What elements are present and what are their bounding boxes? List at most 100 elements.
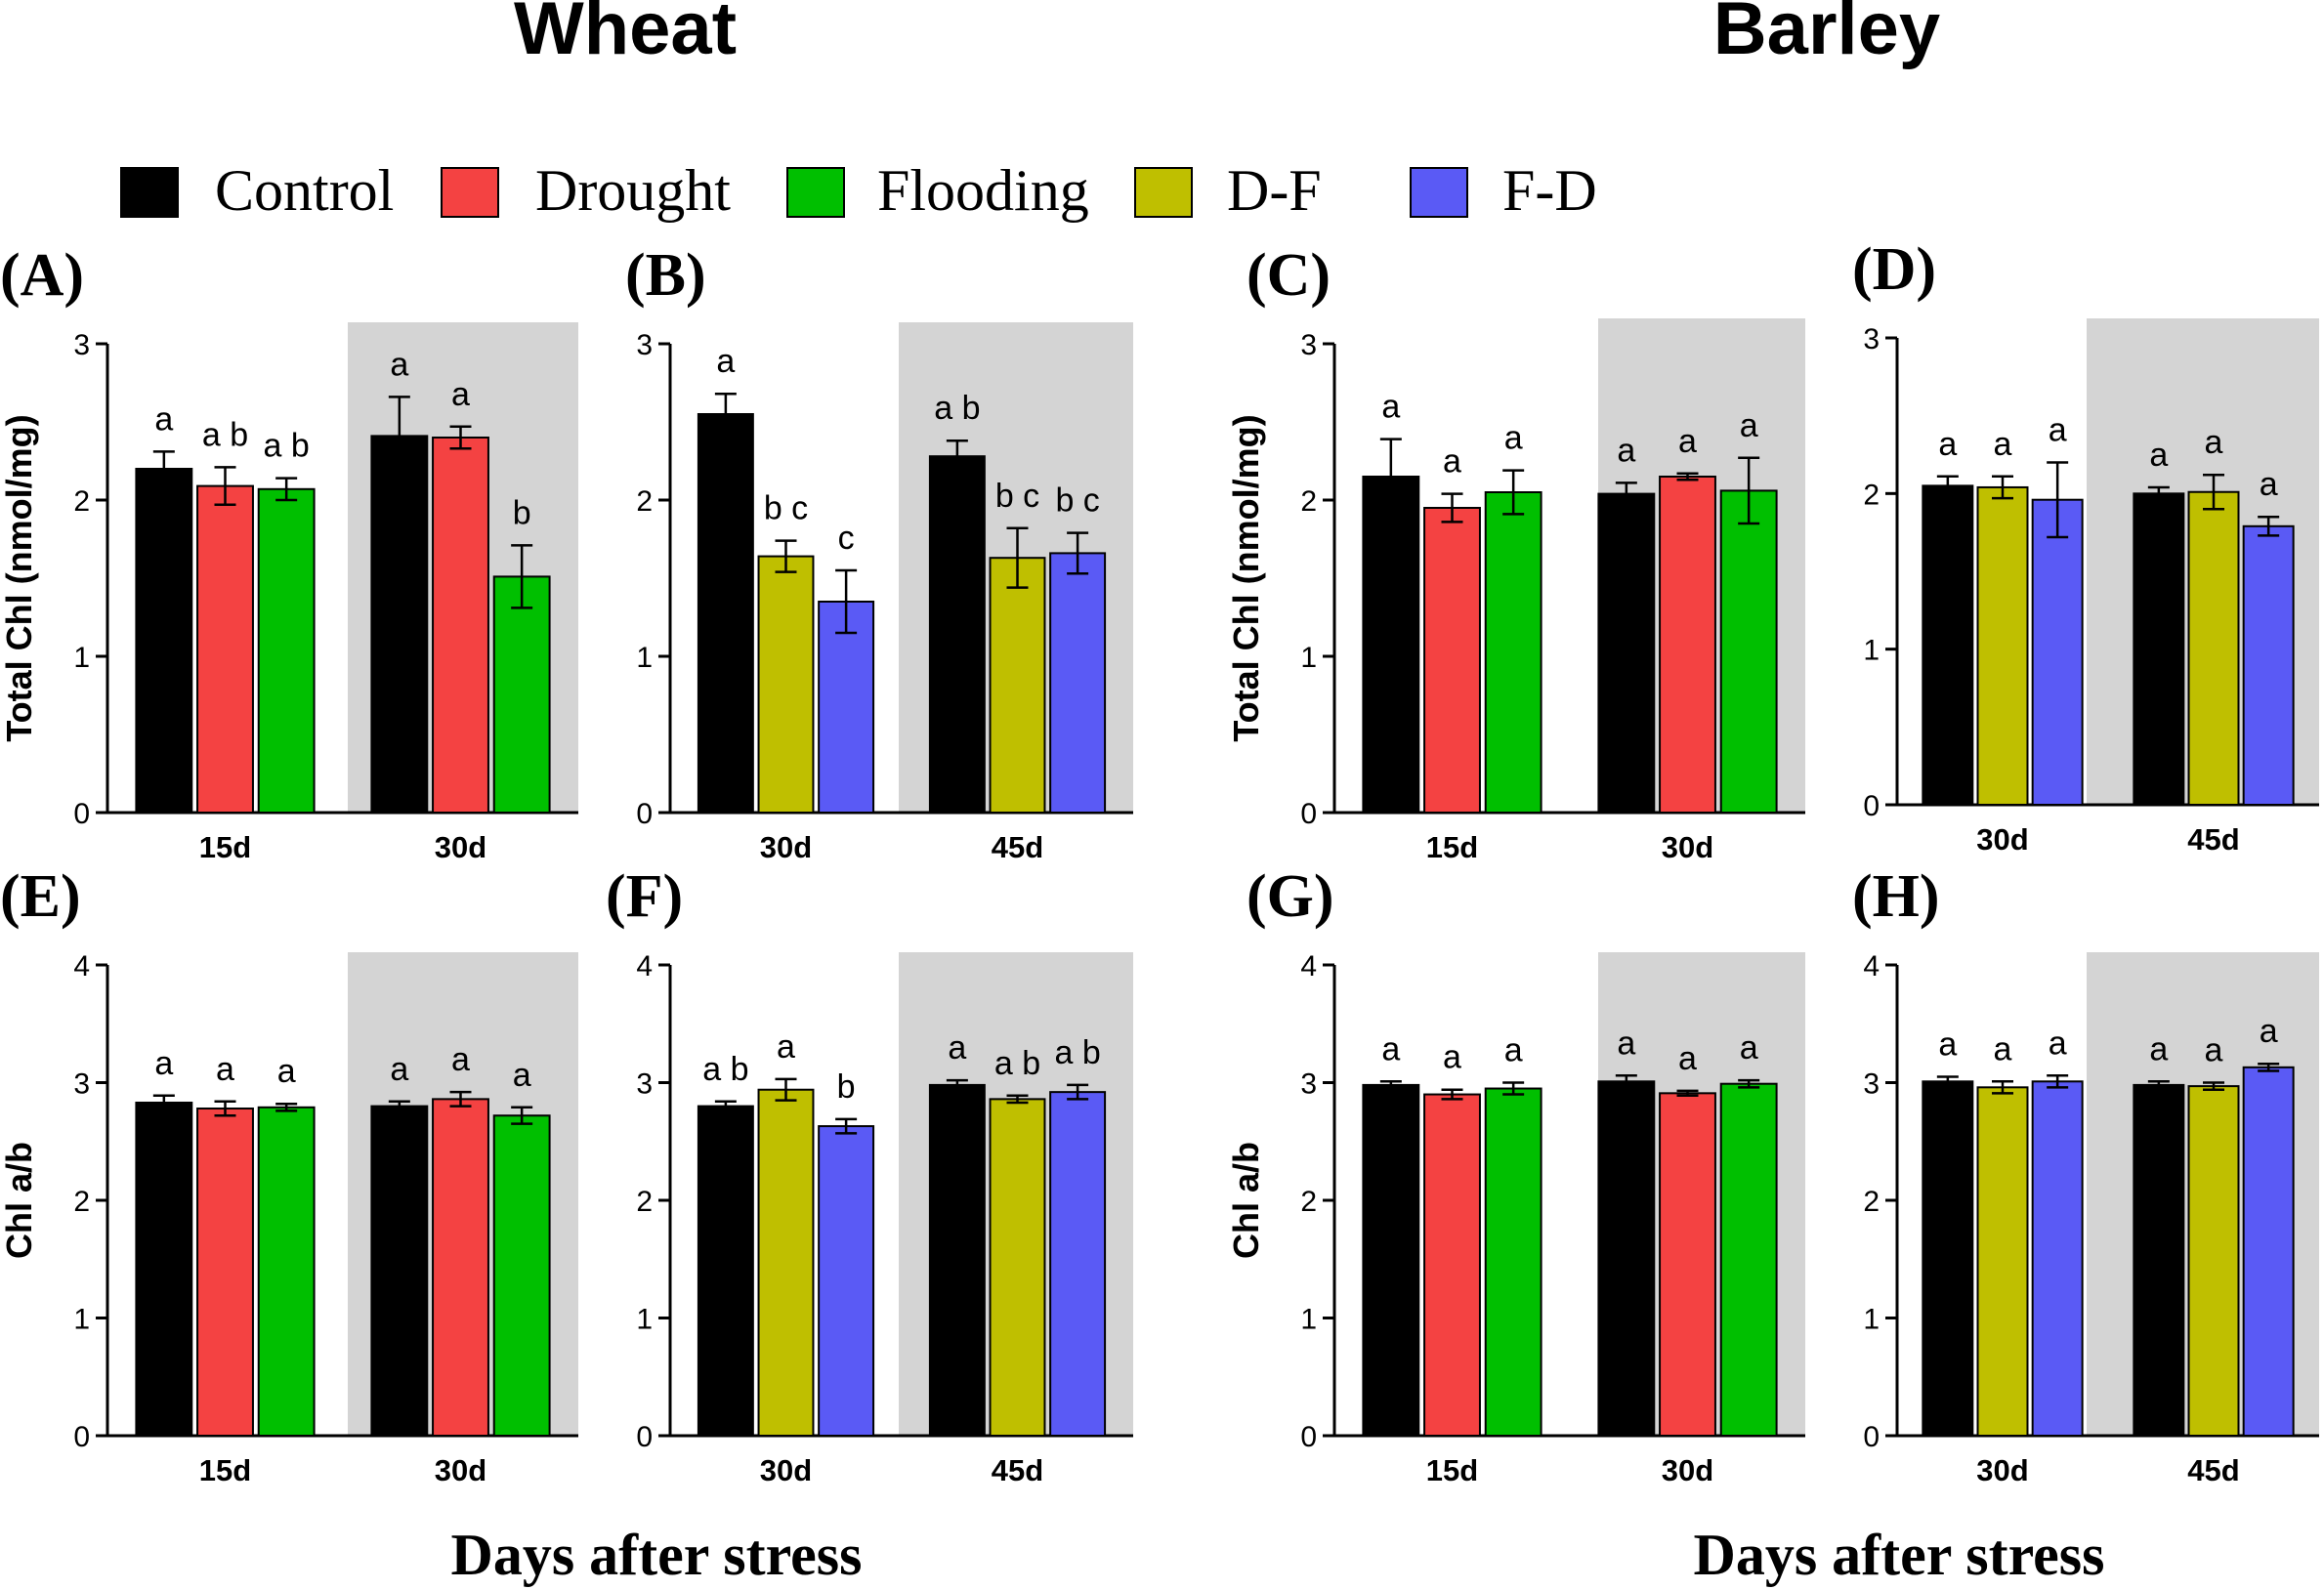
y-tick-label: 2 [1863,1186,1880,1218]
bar-f-d [1049,552,1107,815]
bar-control [135,1101,193,1437]
barley-title: Barley [1713,0,1940,70]
bar-drought [1423,507,1481,814]
significance-letter: a [716,343,735,380]
y-tick-label: 3 [636,329,653,361]
significance-letter: a [1994,1030,2012,1067]
legend: Control Drought Flooding D-F F-D [120,158,1597,223]
x-tick-label: 15d [199,830,251,864]
bar-control [370,1105,429,1437]
significance-letter: b c [1055,482,1099,520]
y-tick-label: 1 [73,642,90,674]
bar-control [2133,1083,2185,1438]
significance-letter: a [1938,1025,1957,1063]
y-tick-label: 2 [636,1186,653,1218]
x-tick-label: 30d [435,830,486,864]
bar-drought [1659,476,1716,814]
y-tick-label: 1 [636,1304,653,1336]
bar-flooding [257,487,316,814]
legend-item-d-f: D-F [1134,158,1322,223]
significance-letter: a b [934,390,980,427]
panel-label: (E) [0,863,81,930]
bar-control [135,468,193,814]
significance-letter: a [2149,1030,2168,1067]
x-tick-label: 30d [1976,1453,2028,1487]
significance-letter: a [2205,1032,2223,1069]
significance-letter: a [451,376,470,413]
significance-letter: a [390,1051,408,1088]
bar-d-f [1976,485,2029,806]
wheat-title: Wheat [514,0,737,70]
y-tick-label: 4 [73,950,90,983]
y-tick-label: 0 [1863,1421,1880,1453]
x-tick-label: 30d [760,1453,812,1487]
y-tick-label: 1 [1300,642,1317,674]
legend-swatch-drought [441,167,499,218]
y-tick-label: 3 [73,329,90,361]
x-tick-label: 45d [992,830,1043,864]
significance-letter: a [2049,1025,2067,1062]
panel-a: (A) 0 1 2 3 Total Chl (nmol/mg) a a b a b 15d a a b 3… [0,242,578,864]
bar-flooding [1484,491,1542,814]
bar-d-f [757,1088,815,1437]
significance-letter: a [948,1029,966,1067]
y-axis-label: Total Chl (nmol/mg) [0,414,39,741]
y-tick-label: 0 [1300,798,1317,830]
bar-f-d [1049,1091,1107,1437]
panel-label: (B) [625,242,706,309]
bar-f-d [2242,1066,2295,1437]
panel-b: (B) 0 1 2 3 a b c c 30d a b b c b c 45d [625,242,1133,864]
significance-letter: a [277,1053,296,1090]
y-tick-label: 0 [73,798,90,830]
y-tick-label: 2 [1300,1186,1317,1218]
significance-letter: a b [202,416,248,453]
panel-label: (F) [606,863,683,930]
y-tick-label: 0 [636,1421,653,1453]
panel-g: (G) 0 1 2 3 4 Chl a/b a a a 15d a a a 30d [1226,863,1805,1487]
bar-f-d [818,1125,875,1437]
panel-label: (C) [1247,242,1331,309]
legend-item-f-d: F-D [1410,158,1597,223]
significance-letter: a [2205,424,2223,461]
bar-control [697,413,754,814]
significance-letter: a b [994,1045,1040,1082]
y-tick-label: 3 [1300,1068,1317,1101]
y-tick-label: 0 [1300,1421,1317,1453]
x-tick-label: 45d [2187,822,2239,857]
significance-letter: a [1994,426,2012,463]
significance-letter: a [154,1045,173,1082]
legend-label-control: Control [215,158,394,223]
significance-letter: a [1381,1030,1400,1067]
bar-d-f [2187,1085,2240,1437]
x-tick-label: 45d [2187,1453,2239,1487]
bar-control [1362,1083,1420,1438]
bar-flooding [492,1114,551,1437]
significance-letter: a [1678,423,1697,460]
bar-f-d [2031,498,2084,806]
legend-item-control: Control [120,158,394,223]
panel-label: (D) [1852,236,1936,303]
y-tick-label: 1 [1863,1304,1880,1336]
significance-letter: a b [264,428,310,465]
y-tick-label: 1 [636,642,653,674]
significance-letter: a [2049,411,2067,448]
y-tick-label: 3 [636,1068,653,1101]
significance-letter: a [154,400,173,438]
y-tick-label: 1 [73,1304,90,1336]
panel-label: (H) [1852,863,1940,930]
y-axis-label: Total Chl (nmol/mg) [1226,414,1266,741]
significance-letter: a [1617,1025,1635,1062]
significance-letter: a [1504,420,1523,457]
bar-drought [1423,1093,1481,1438]
x-tick-label: 30d [1662,1453,1713,1487]
legend-swatch-d-f [1134,167,1193,218]
y-axis-label: Chl a/b [0,1142,39,1259]
significance-letter: a [2149,437,2168,474]
bar-f-d [2242,524,2295,806]
y-tick-label: 4 [1300,950,1317,983]
bar-control [928,1083,986,1438]
